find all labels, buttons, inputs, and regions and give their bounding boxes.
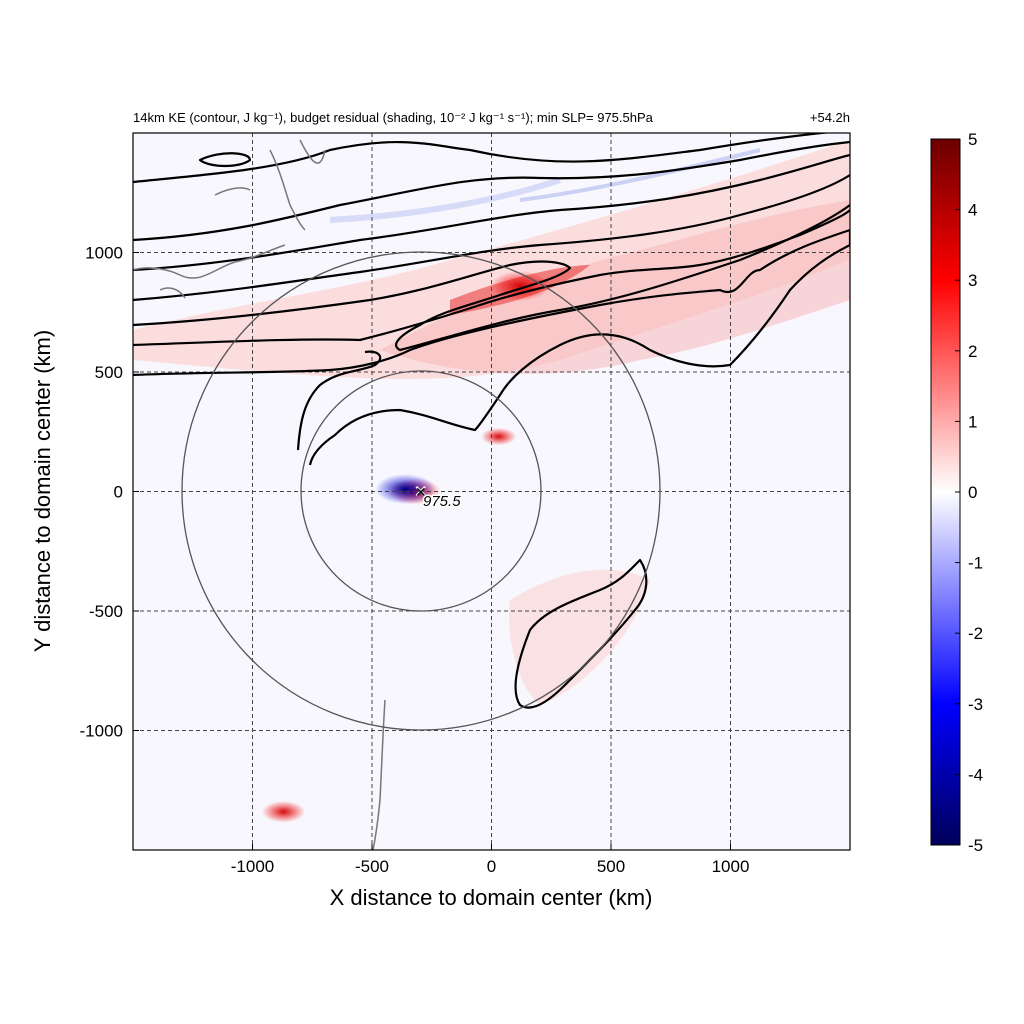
x-tick-label: 500 <box>597 857 625 876</box>
colorbar-tick-label: -3 <box>968 695 983 714</box>
chart-title: 14km KE (contour, J kg⁻¹), budget residu… <box>133 110 654 125</box>
colorbar-tick-label: -2 <box>968 624 983 643</box>
min-slp-label: 975.5 <box>423 493 461 510</box>
colorbar-tick-label: 3 <box>968 271 977 290</box>
ring-1000km <box>181 251 661 731</box>
colorbar-tick-label: -4 <box>968 765 983 784</box>
ke-contour <box>198 152 252 168</box>
x-axis-label: X distance to domain center (km) <box>330 885 653 910</box>
colorbar-tick-label: 2 <box>968 342 977 361</box>
coastline <box>133 139 386 850</box>
colorbar: 5 4 3 2 1 0 -1 -2 -3 -4 -5 <box>930 130 983 855</box>
forecast-hour-label: +54.2h <box>810 110 850 125</box>
y-tick-label: 1000 <box>85 244 123 263</box>
storm-center-marker: ✕ ✕ 975.5 <box>414 484 463 512</box>
x-axis-ticks: -1000 -500 0 500 1000 <box>231 844 750 876</box>
ke-contour <box>133 228 850 466</box>
ke-contour <box>133 209 850 347</box>
residual-hotspot <box>375 474 436 505</box>
colorbar-tick-label: -5 <box>968 836 983 855</box>
colorbar-tick-label: 1 <box>968 412 977 431</box>
ke-contour <box>133 133 832 184</box>
x-tick-label: -1000 <box>231 857 274 876</box>
y-axis-ticks: -1000 -500 0 500 1000 <box>80 244 139 741</box>
distance-rings <box>181 251 661 731</box>
colorbar-tick-label: 0 <box>968 483 977 502</box>
residual-hotspot <box>490 270 551 302</box>
x-tick-label: 0 <box>487 857 496 876</box>
x-tick-label: -500 <box>355 857 389 876</box>
ke-contour <box>133 153 850 272</box>
y-tick-label: 0 <box>114 483 123 502</box>
y-axis-label: Y distance to domain center (km) <box>30 330 55 652</box>
ke-contour <box>514 558 648 709</box>
ke-contour <box>133 140 850 242</box>
residual-hotspot <box>481 427 517 446</box>
y-tick-label: -500 <box>89 602 123 621</box>
svg-text:✕: ✕ <box>415 484 427 500</box>
grid-lines <box>133 133 850 850</box>
colorbar-tick-label: 4 <box>968 201 977 220</box>
ke-contour <box>133 204 850 352</box>
svg-text:✕: ✕ <box>414 484 427 501</box>
colorbar-tick-label: 5 <box>968 130 977 149</box>
plot-area: ✕ ✕ 975.5 <box>133 133 850 850</box>
residual-hotspot <box>261 800 306 823</box>
y-tick-label: -1000 <box>80 722 123 741</box>
ring-500km <box>300 370 542 612</box>
colorbar-tick-label: -1 <box>968 554 983 573</box>
ke-contours <box>133 133 850 709</box>
x-tick-label: 1000 <box>712 857 750 876</box>
y-tick-label: 500 <box>95 363 123 382</box>
colorbar-ticks: 5 4 3 2 1 0 -1 -2 -3 -4 -5 <box>955 130 983 855</box>
ke-contour <box>296 350 382 451</box>
ke-contour <box>133 174 850 302</box>
